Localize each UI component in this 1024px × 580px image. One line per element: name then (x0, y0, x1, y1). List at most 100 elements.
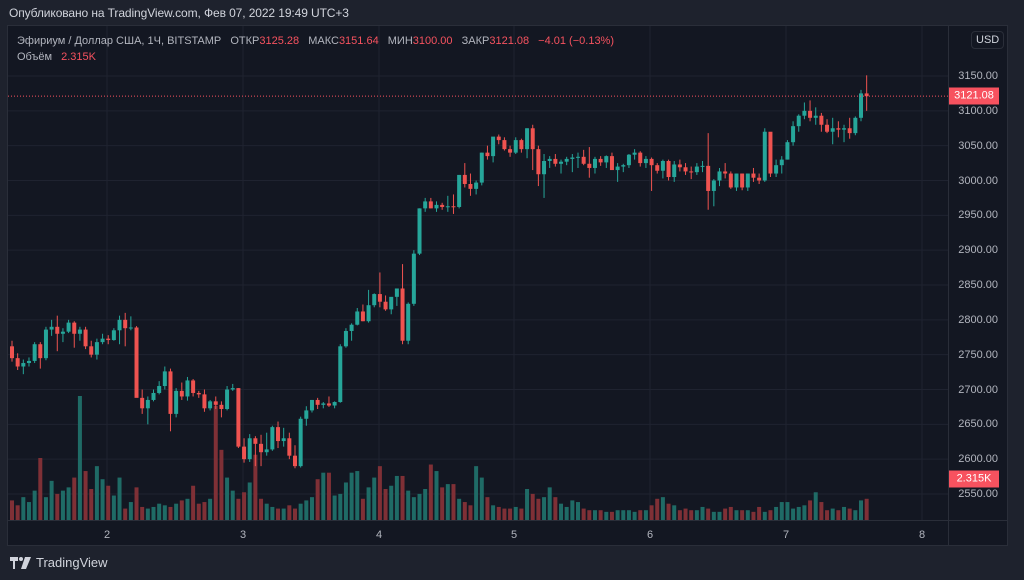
volume-bar (38, 458, 43, 520)
volume-bar (502, 508, 507, 520)
volume-bar (802, 505, 807, 520)
volume-bar (253, 454, 258, 520)
volume-bar (853, 510, 858, 520)
volume-bar (242, 492, 247, 520)
currency-badge[interactable]: USD (971, 31, 1005, 49)
chart-plot-area[interactable] (8, 26, 948, 520)
candle-body (791, 126, 796, 143)
price-axis[interactable]: 3150.00 3100.00 3050.00 3000.00 2950.00 2900.… (948, 26, 1008, 520)
candle-body (762, 131, 767, 181)
price-tick: 3150.00 (958, 70, 998, 82)
candle-body (338, 346, 343, 403)
candle-body (559, 161, 564, 164)
volume-bar (168, 506, 173, 520)
candle-body (479, 152, 484, 183)
volume-bar (326, 472, 331, 520)
candle-body (706, 165, 711, 191)
volume-bar (785, 502, 790, 520)
tradingview-brand-text: TradingView (36, 555, 108, 570)
price-tick: 2700.00 (958, 383, 998, 396)
candle-body (151, 392, 156, 400)
volume-bar (225, 477, 230, 520)
candle-body (423, 201, 428, 209)
candle-body (411, 253, 416, 304)
volume-bar (655, 498, 660, 520)
candle-body (598, 158, 603, 163)
candle-body (547, 158, 552, 161)
volume-bar (377, 466, 382, 520)
candle-body (440, 204, 445, 207)
candle-body (400, 288, 405, 341)
candle-body (655, 165, 660, 171)
candle-body (802, 110, 807, 116)
chart-legend: Эфириум / Доллар США, 1Ч, BITSTAMP ОТКР3… (17, 33, 614, 65)
legend-symbol[interactable]: Эфириум / Доллар США, 1Ч, BITSTAMP (17, 35, 222, 47)
tradingview-logo[interactable]: TradingView (10, 555, 108, 570)
volume-bar (842, 506, 847, 520)
volume-bar (360, 498, 365, 520)
volume-bar (332, 495, 337, 520)
volume-bar (728, 506, 733, 520)
candle-body (859, 93, 863, 118)
candle-body (689, 171, 694, 173)
volume-bar (259, 498, 264, 520)
last-price-tag: 3121.08 (949, 87, 999, 105)
volume-bar (536, 498, 541, 520)
candle-body (94, 342, 99, 355)
candle-body (779, 159, 784, 166)
candle-body (536, 149, 541, 175)
legend-open-label: ОТКР (230, 35, 260, 47)
candle-body (326, 403, 331, 406)
volume-bar (230, 490, 235, 520)
candle-body (219, 404, 224, 410)
candle-body (638, 152, 643, 164)
volume-bar (570, 500, 575, 520)
candle-body (332, 402, 337, 406)
volume-bar (519, 508, 524, 520)
volume-bar (66, 487, 71, 520)
candle-body (32, 344, 37, 361)
candlestick-chart[interactable] (8, 26, 948, 520)
volume-bar (236, 498, 241, 520)
volume-bar (547, 487, 552, 520)
volume-bar (604, 511, 609, 520)
candle-body (145, 399, 150, 409)
volume-bar (479, 477, 484, 520)
candle-body (785, 142, 790, 160)
volume-bar (83, 471, 88, 520)
volume-bar (474, 466, 479, 520)
candle-body (417, 208, 422, 254)
volume-bar (423, 489, 428, 520)
candle-body (264, 449, 269, 453)
candle-body (174, 390, 179, 414)
volume-bar (49, 480, 54, 520)
volume-bar (632, 511, 637, 520)
candle-body (774, 165, 779, 174)
candle-body (660, 160, 665, 171)
candle-body (100, 338, 105, 343)
candle-body (530, 128, 535, 150)
volume-bar (672, 505, 677, 520)
candle-body (609, 156, 614, 171)
candle-body (185, 380, 190, 397)
volume-bar (587, 510, 592, 520)
volume-bar (621, 510, 626, 520)
volume-bar (757, 506, 762, 520)
candle-body (77, 329, 82, 334)
price-tick: 3000.00 (958, 174, 998, 187)
price-tick: 3050.00 (958, 139, 998, 152)
candle-body (179, 390, 184, 397)
time-axis[interactable]: 2 3 4 5 6 7 8 (8, 520, 1007, 546)
candle-body (491, 136, 496, 157)
legend-change: −4.01 (−0.13%) (538, 35, 615, 47)
time-tick: 5 (510, 529, 518, 541)
volume-bar (859, 500, 863, 520)
volume-bar (564, 506, 569, 520)
volume-bar (372, 477, 377, 520)
volume-bar (508, 508, 513, 520)
candle-body (366, 305, 371, 322)
candle-body (123, 319, 128, 329)
candle-body (621, 165, 626, 167)
legend-open-value: 3125.28 (259, 35, 300, 47)
candle-body (734, 173, 739, 188)
